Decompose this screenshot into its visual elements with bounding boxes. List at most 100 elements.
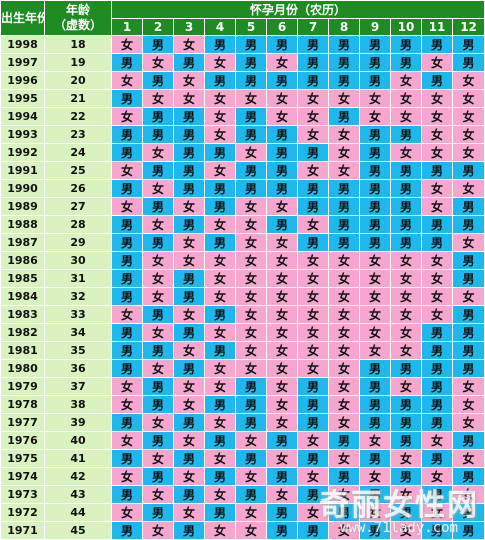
- gender-cell-girl: 女: [390, 251, 422, 270]
- gender-cell-boy: 男: [111, 251, 143, 270]
- gender-cell-boy: 男: [142, 125, 174, 144]
- gender-cell-boy: 男: [235, 413, 267, 432]
- table-row: 1981 35 男男女男女女女女女女男男: [0, 341, 485, 360]
- gender-cell-girl: 女: [173, 35, 205, 54]
- birth-year-cell: 1988: [0, 215, 45, 234]
- gender-cell-boy: 男: [235, 35, 267, 54]
- gender-cell-girl: 女: [297, 503, 329, 522]
- birth-year-cell: 1991: [0, 161, 45, 180]
- gender-cell-girl: 女: [142, 269, 174, 288]
- gender-cell-girl: 女: [173, 503, 205, 522]
- gender-cell-boy: 男: [421, 215, 453, 234]
- table-row: 1996 20 女男女男男男男男男女男女: [0, 71, 485, 90]
- gender-cell-girl: 女: [328, 305, 360, 324]
- gender-cell-girl: 女: [111, 107, 143, 126]
- table-row: 1990 26 男女男男男男男男男男女女: [0, 179, 485, 198]
- gender-cell-girl: 女: [173, 431, 205, 450]
- gender-cell-boy: 男: [266, 179, 298, 198]
- birth-year-cell: 1974: [0, 467, 45, 486]
- gender-cell-boy: 男: [235, 53, 267, 72]
- age-header: 年龄 （虚数）: [44, 0, 112, 36]
- gender-cell-girl: 女: [235, 251, 267, 270]
- gender-cell-girl: 女: [421, 143, 453, 162]
- gender-cell-boy: 男: [421, 485, 453, 504]
- gender-cell-boy: 男: [421, 395, 453, 414]
- gender-cell-girl: 女: [359, 305, 391, 324]
- gender-cell-girl: 女: [142, 251, 174, 270]
- month-header-1: 1: [111, 18, 143, 36]
- gender-cell-boy: 男: [328, 431, 360, 450]
- birth-year-header: 出生年份: [0, 0, 45, 36]
- gender-cell-girl: 女: [204, 413, 236, 432]
- gender-cell-boy: 男: [204, 179, 236, 198]
- age-header-line2: （虚数）: [53, 18, 102, 32]
- gender-cell-boy: 男: [297, 35, 329, 54]
- gender-cell-boy: 男: [111, 233, 143, 252]
- gender-cell-boy: 男: [173, 125, 205, 144]
- table-row: 1994 22 女男男女男女女男女女女女: [0, 107, 485, 126]
- gender-cell-boy: 男: [359, 197, 391, 216]
- gender-cell-boy: 男: [421, 323, 453, 342]
- gender-cell-girl: 女: [204, 107, 236, 126]
- gender-cell-boy: 男: [451, 323, 485, 342]
- gender-cell-girl: 女: [328, 251, 360, 270]
- gender-cell-boy: 男: [266, 35, 298, 54]
- table-row: 1972 44 女男女男女男女男女男女男: [0, 503, 485, 522]
- age-cell: 41: [44, 449, 112, 468]
- gender-cell-boy: 男: [266, 161, 298, 180]
- gender-cell-boy: 男: [173, 359, 205, 378]
- gender-cell-boy: 男: [173, 215, 205, 234]
- gender-cell-boy: 男: [266, 503, 298, 522]
- gender-cell-boy: 男: [328, 233, 360, 252]
- table-row: 1976 40 女男女男女男女男女男女男: [0, 431, 485, 450]
- gender-cell-boy: 男: [142, 161, 174, 180]
- month-header-10: 10: [390, 18, 422, 36]
- gender-cell-girl: 女: [266, 323, 298, 342]
- table-row: 1998 18 女男女男男男男男男男男男: [0, 35, 485, 54]
- gender-cell-girl: 女: [204, 377, 236, 396]
- gender-cell-girl: 女: [421, 53, 453, 72]
- gender-cell-girl: 女: [142, 215, 174, 234]
- gender-cell-boy: 男: [173, 179, 205, 198]
- gender-cell-boy: 男: [421, 233, 453, 252]
- gender-cell-boy: 男: [111, 323, 143, 342]
- gender-cell-boy: 男: [328, 53, 360, 72]
- gender-cell-girl: 女: [111, 71, 143, 90]
- gender-cell-boy: 男: [111, 287, 143, 306]
- gender-cell-boy: 男: [111, 341, 143, 360]
- gender-cell-boy: 男: [297, 413, 329, 432]
- birth-year-cell: 1981: [0, 341, 45, 360]
- gender-cell-girl: 女: [235, 359, 267, 378]
- gender-cell-girl: 女: [235, 323, 267, 342]
- gender-cell-boy: 男: [390, 215, 422, 234]
- age-cell: 19: [44, 53, 112, 72]
- gender-cell-girl: 女: [451, 485, 485, 504]
- gender-cell-girl: 女: [390, 377, 422, 396]
- gender-cell-girl: 女: [204, 287, 236, 306]
- gender-cell-boy: 男: [359, 521, 391, 540]
- birth-year-cell: 1980: [0, 359, 45, 378]
- age-cell: 18: [44, 35, 112, 54]
- table-row: 1984 32 男女男女女女女女女女女女: [0, 287, 485, 306]
- table-row: 1985 31 男女男女女女女女女女女男: [0, 269, 485, 288]
- gender-cell-boy: 男: [142, 305, 174, 324]
- gender-cell-boy: 男: [359, 125, 391, 144]
- gender-cell-boy: 男: [328, 71, 360, 90]
- gender-cell-girl: 女: [266, 485, 298, 504]
- gender-cell-girl: 女: [328, 359, 360, 378]
- gender-cell-boy: 男: [297, 197, 329, 216]
- gender-cell-girl: 女: [359, 467, 391, 486]
- age-cell: 25: [44, 161, 112, 180]
- gender-cell-girl: 女: [421, 107, 453, 126]
- gender-cell-girl: 女: [328, 341, 360, 360]
- gender-cell-boy: 男: [111, 485, 143, 504]
- gender-cell-girl: 女: [266, 359, 298, 378]
- month-header-8: 8: [328, 18, 360, 36]
- gender-cell-girl: 女: [390, 305, 422, 324]
- gender-cell-boy: 男: [235, 485, 267, 504]
- gender-cell-boy: 男: [451, 53, 485, 72]
- table-row: 1980 36 男女男女女女女女男男男男: [0, 359, 485, 378]
- gender-cell-girl: 女: [451, 449, 485, 468]
- gender-cell-girl: 女: [451, 233, 485, 252]
